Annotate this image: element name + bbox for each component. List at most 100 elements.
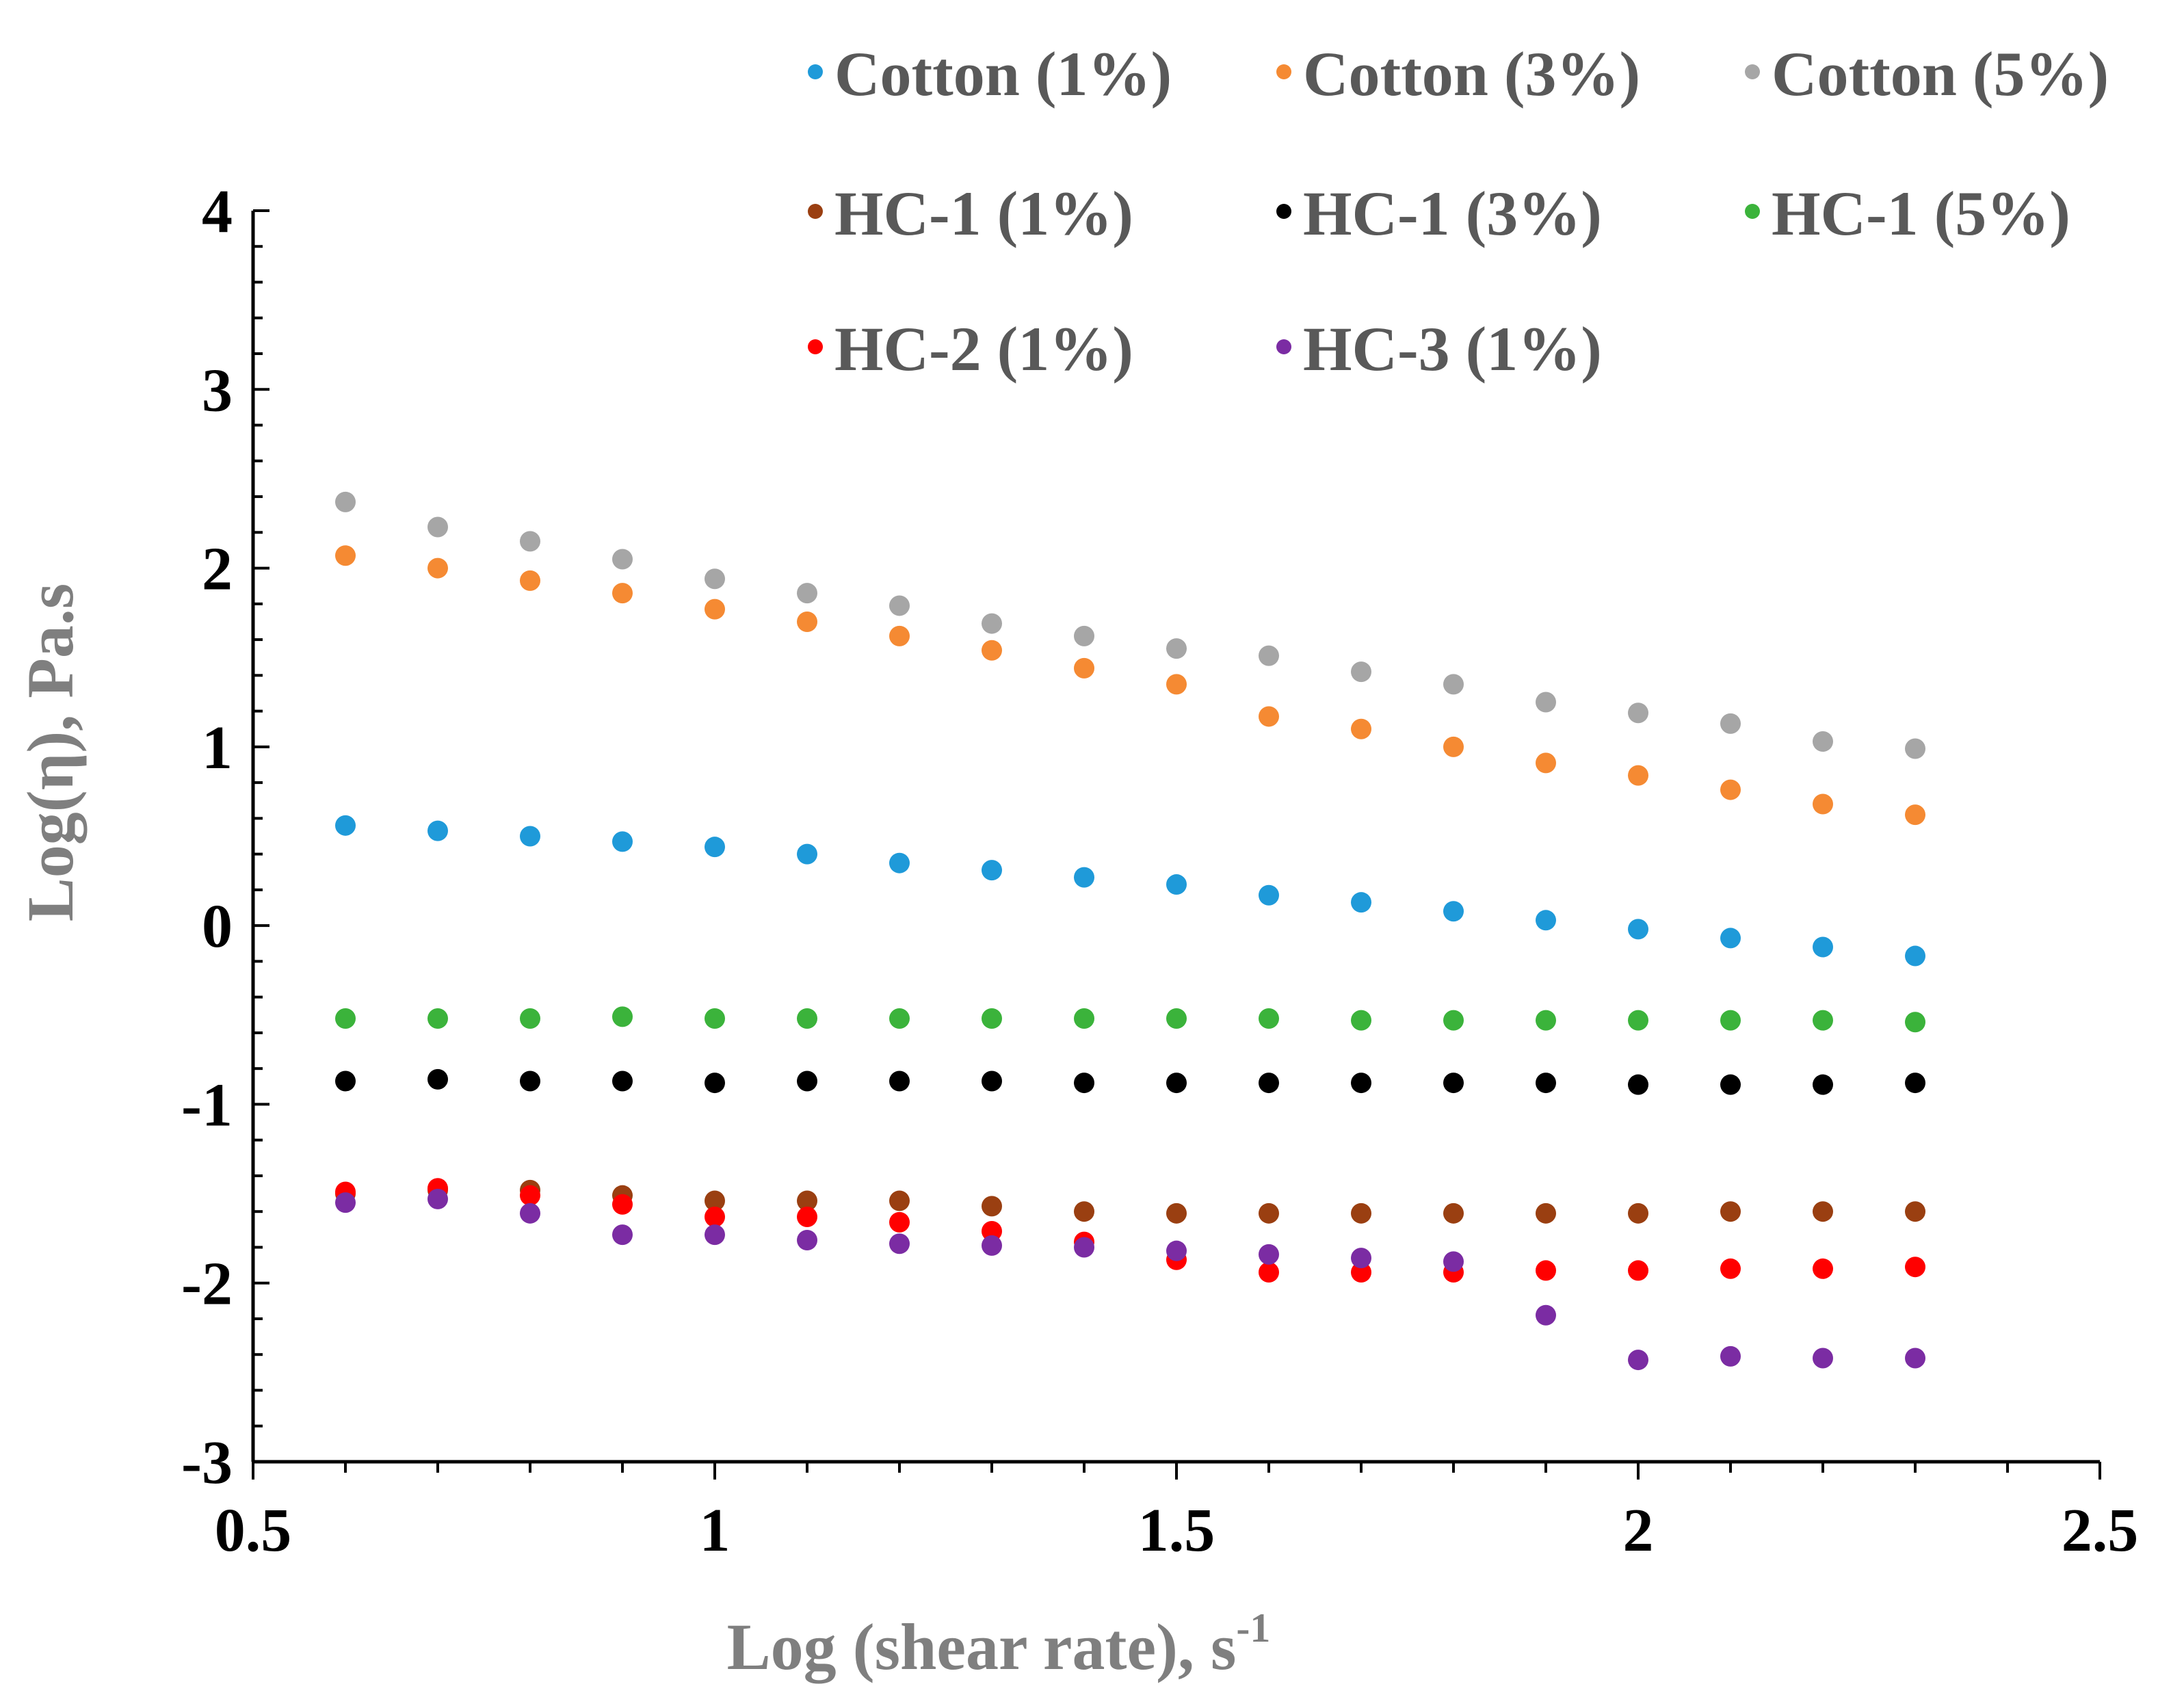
data-point xyxy=(1166,1008,1187,1029)
data-point xyxy=(1720,1074,1741,1095)
data-point xyxy=(1166,1073,1187,1094)
legend-item: HC-1 (5%) xyxy=(1745,179,2070,248)
data-point xyxy=(1074,867,1094,888)
data-point xyxy=(1813,731,1833,752)
series-hc-1-3 xyxy=(335,1068,1925,1095)
data-point xyxy=(1536,692,1556,713)
data-point xyxy=(797,1230,817,1251)
data-points xyxy=(335,491,1925,1371)
data-point xyxy=(1628,1260,1648,1281)
data-point xyxy=(335,1192,356,1213)
data-point xyxy=(1074,1237,1094,1258)
data-point xyxy=(889,625,910,646)
data-point xyxy=(797,1207,817,1228)
data-point xyxy=(705,568,725,590)
data-point xyxy=(1259,645,1279,666)
data-point xyxy=(1813,1010,1833,1031)
data-point xyxy=(982,1070,1002,1092)
data-point xyxy=(889,1211,910,1233)
data-point xyxy=(1905,738,1925,759)
y-tick-label: 1 xyxy=(202,714,233,782)
data-point xyxy=(1166,638,1187,659)
data-point xyxy=(1905,1073,1925,1094)
series-hc-1-5 xyxy=(335,1006,1925,1033)
data-point xyxy=(1351,661,1371,683)
data-point xyxy=(1536,1203,1556,1224)
data-point xyxy=(889,1070,910,1092)
data-point xyxy=(1259,1244,1279,1265)
data-point xyxy=(1628,765,1648,786)
data-point xyxy=(889,852,910,873)
y-tick-label: 2 xyxy=(202,536,233,603)
series-hc-1-1 xyxy=(335,1179,1925,1224)
data-point xyxy=(797,583,817,604)
data-point xyxy=(1443,901,1464,922)
data-point xyxy=(1813,1348,1833,1369)
y-tick-label: -3 xyxy=(181,1429,233,1497)
legend-marker xyxy=(1276,339,1291,354)
data-point xyxy=(1905,1012,1925,1033)
series-cotton-5 xyxy=(335,491,1925,759)
y-tick-label: -2 xyxy=(181,1250,233,1318)
data-point xyxy=(1813,793,1833,815)
data-point xyxy=(1720,1010,1741,1031)
data-point xyxy=(1351,1203,1371,1224)
data-point xyxy=(1628,1203,1648,1224)
y-tick-label: -1 xyxy=(181,1071,233,1139)
data-point xyxy=(797,843,817,865)
legend-item: HC-2 (1%) xyxy=(808,314,1133,384)
data-point xyxy=(520,1203,540,1224)
data-point xyxy=(427,516,448,538)
data-point xyxy=(1536,1304,1556,1326)
data-point xyxy=(797,1070,817,1092)
data-point xyxy=(612,583,633,604)
data-point xyxy=(982,640,1002,661)
data-point xyxy=(705,1207,725,1228)
data-point xyxy=(1074,657,1094,679)
data-point xyxy=(1166,1240,1187,1261)
data-point xyxy=(1443,1251,1464,1272)
data-point xyxy=(1720,1201,1741,1222)
data-point xyxy=(1628,702,1648,724)
data-point xyxy=(520,1070,540,1092)
data-point xyxy=(1351,892,1371,913)
data-point xyxy=(612,1006,633,1027)
x-tick-label: 1.5 xyxy=(1138,1497,1215,1564)
y-tick-label: 0 xyxy=(202,893,233,960)
legend-label: HC-2 (1%) xyxy=(834,314,1133,384)
x-axis-title: Log (shear rate), s-1 xyxy=(727,1605,1271,1683)
y-axis-ticks xyxy=(253,209,269,1463)
data-point xyxy=(427,557,448,579)
legend-marker xyxy=(808,204,823,219)
data-point xyxy=(1813,1201,1833,1222)
data-point xyxy=(1351,1262,1371,1283)
data-point xyxy=(1813,1074,1833,1095)
data-point xyxy=(1905,1201,1925,1222)
data-point xyxy=(335,545,356,566)
data-point xyxy=(705,599,725,620)
data-point xyxy=(1720,928,1741,949)
legend-label: Cotton (1%) xyxy=(834,39,1172,109)
data-point xyxy=(427,1188,448,1209)
data-point xyxy=(1536,752,1556,774)
data-point xyxy=(612,549,633,570)
x-tick-label: 1 xyxy=(700,1497,731,1564)
legend: Cotton (1%) Cotton (3%) Cotton (5%) HC-1 (1… xyxy=(808,39,2109,384)
data-point xyxy=(982,613,1002,634)
data-point xyxy=(335,1070,356,1092)
data-point xyxy=(1905,804,1925,826)
legend-item: Cotton (3%) xyxy=(1276,39,1640,109)
legend-marker xyxy=(1745,204,1760,219)
data-point xyxy=(1628,919,1648,940)
data-point xyxy=(1536,1260,1556,1281)
data-point xyxy=(1628,1350,1648,1371)
legend-item: Cotton (1%) xyxy=(808,39,1172,109)
data-point xyxy=(612,1194,633,1215)
legend-label: Cotton (5%) xyxy=(1772,39,2109,109)
data-point xyxy=(1443,1010,1464,1031)
x-axis-title-superscript: -1 xyxy=(1236,1605,1270,1651)
x-tick-label: 2.5 xyxy=(2062,1497,2139,1564)
data-point xyxy=(889,1233,910,1254)
legend-label: HC-3 (1%) xyxy=(1303,314,1602,384)
